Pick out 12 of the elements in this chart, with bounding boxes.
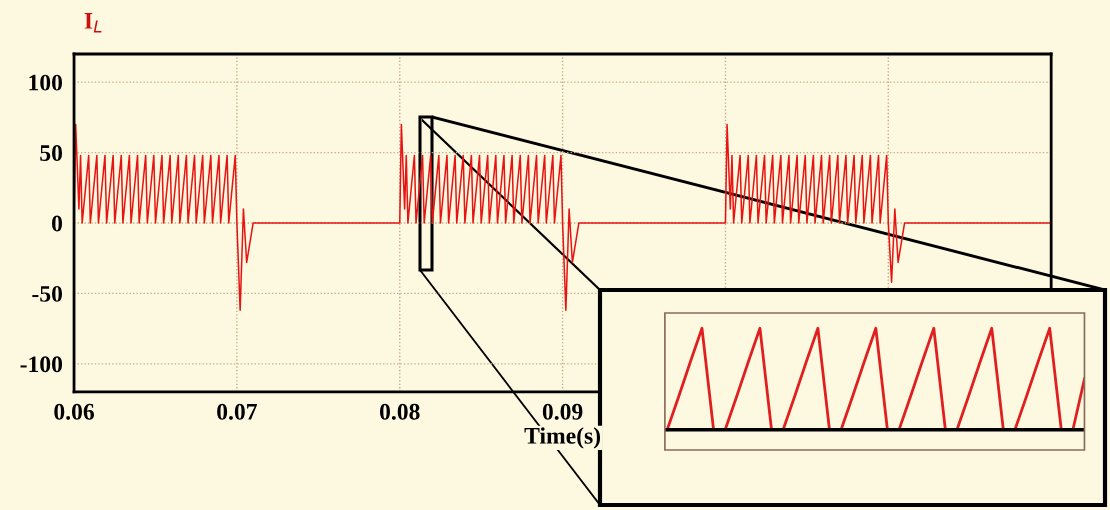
y-axis-title: I$_{L}$ [84,13,102,33]
y-tick-label: -100 [20,356,63,373]
y-tick-label: -50 [32,285,63,302]
x-tick-label: 0.07 [217,403,257,420]
x-tick-label: 0.06 [54,403,95,420]
x-axis-title: Time(s) [524,427,601,449]
line-series [74,123,1052,312]
y-tick-label: 100 [29,74,63,91]
x-tick-label: 0.08 [379,403,420,420]
y-tick-label: 0 [52,215,63,232]
y-tick-label: 50 [40,145,63,162]
x-tick-label: 0.09 [542,403,583,420]
